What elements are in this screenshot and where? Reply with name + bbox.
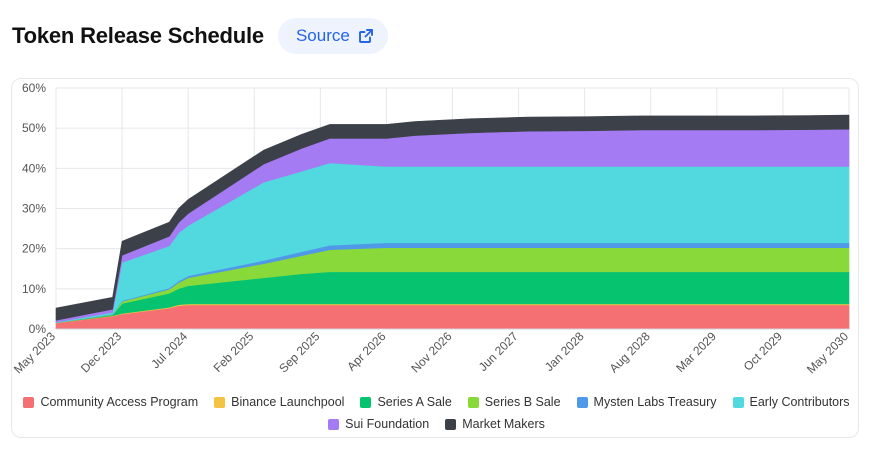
legend-swatch — [23, 396, 35, 408]
x-tick-label: Nov 2026 — [408, 329, 454, 375]
area-series-community-access-program — [55, 304, 850, 330]
legend-label: Early Contributors — [749, 395, 850, 409]
x-tick-label: Feb 2025 — [211, 329, 257, 375]
source-button[interactable]: Source — [277, 18, 388, 54]
x-tick-label: May 2030 — [804, 329, 851, 376]
legend-swatch — [360, 396, 372, 408]
legend-swatch — [576, 396, 588, 408]
y-tick-label: 50% — [22, 121, 46, 135]
y-tick-label: 0% — [29, 322, 47, 336]
y-tick-label: 40% — [22, 161, 46, 175]
y-tick-label: 20% — [22, 242, 46, 256]
legend-swatch — [445, 418, 457, 430]
chart-legend: Community Access Program Binance Launchpo… — [0, 391, 873, 435]
x-tick-label: May 2023 — [11, 329, 58, 376]
legend-row: Community Access Program Binance Launchpo… — [0, 391, 873, 413]
legend-label: Mysten Labs Treasury — [593, 395, 717, 409]
x-tick-label: Oct 2029 — [741, 329, 786, 374]
legend-item[interactable]: Sui Foundation — [328, 417, 429, 431]
x-tick-label: Sep 2025 — [276, 329, 322, 375]
page-title: Token Release Schedule — [12, 23, 264, 48]
x-tick-label: Aug 2028 — [607, 329, 653, 375]
x-tick-label: Mar 2029 — [673, 329, 719, 375]
external-link-icon — [358, 28, 374, 44]
y-tick-label: 30% — [22, 202, 46, 216]
legend-label: Series A Sale — [377, 395, 452, 409]
legend-swatch — [732, 396, 744, 408]
legend-swatch — [214, 396, 226, 408]
x-tick-label: Jun 2027 — [476, 329, 521, 374]
legend-label: Series B Sale — [484, 395, 561, 409]
x-tick-label: Apr 2026 — [344, 329, 389, 374]
y-tick-label: 10% — [22, 282, 46, 296]
x-tick-label: Jul 2024 — [148, 329, 190, 371]
legend-label: Market Makers — [462, 417, 545, 431]
legend-label: Sui Foundation — [345, 417, 430, 431]
legend-item[interactable]: Market Makers — [445, 417, 545, 431]
header: Token Release Schedule Source — [12, 17, 388, 55]
legend-label: Binance Launchpool — [231, 395, 345, 409]
legend-item[interactable]: Binance Launchpool — [214, 395, 344, 409]
legend-item[interactable]: Mysten Labs Treasury — [576, 395, 717, 409]
area-series-market-makers — [55, 114, 850, 321]
legend-swatch — [467, 396, 479, 408]
legend-item[interactable]: Series A Sale — [360, 395, 452, 409]
legend-item[interactable]: Early Contributors — [732, 395, 850, 409]
legend-item[interactable]: Community Access Program — [23, 395, 198, 409]
legend-item[interactable]: Series B Sale — [467, 395, 561, 409]
x-tick-label: Jan 2028 — [542, 329, 587, 374]
legend-swatch — [328, 418, 340, 430]
legend-label: Community Access Program — [40, 395, 199, 409]
legend-row: Sui Foundation Market Makers — [0, 413, 873, 435]
source-label: Source — [295, 26, 350, 45]
y-tick-label: 60% — [22, 81, 46, 95]
x-tick-label: Dec 2023 — [78, 329, 124, 375]
